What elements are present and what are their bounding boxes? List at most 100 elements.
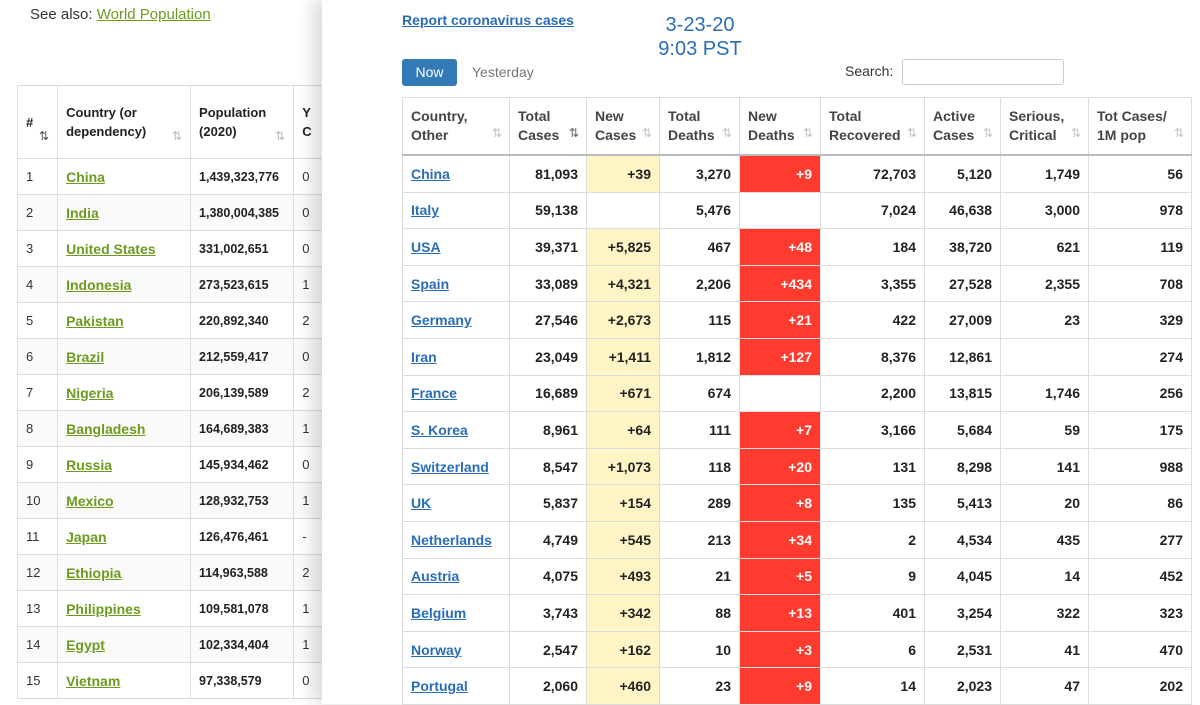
- sort-icon[interactable]: ⇅: [721, 126, 732, 140]
- country-link[interactable]: USA: [411, 238, 441, 255]
- country-link[interactable]: Egypt: [66, 636, 105, 653]
- country-cell: Indonesia: [57, 266, 192, 303]
- col-header-active-cases[interactable]: Active Cases ⇅: [924, 97, 1001, 156]
- col-header-total-cases[interactable]: Total Cases ⇅: [509, 97, 587, 156]
- table-row: 13 Philippines 109,581,078 1: [16, 590, 330, 627]
- country-link[interactable]: Iran: [411, 348, 437, 365]
- rank-cell: 1: [16, 158, 59, 195]
- report-cases-link[interactable]: Report coronavirus cases: [402, 12, 574, 28]
- country-link[interactable]: UK: [411, 495, 432, 512]
- population-cell: 273,523,615: [190, 266, 295, 303]
- sort-icon[interactable]: ⇅: [275, 129, 286, 143]
- new-cases-cell: +2,673: [586, 301, 660, 339]
- cases-per-million-cell: 470: [1088, 630, 1192, 669]
- col-header-population[interactable]: Population (2020) ⇅: [190, 85, 295, 159]
- tab-yesterday[interactable]: Yesterday: [472, 64, 534, 80]
- country-cell: Russia: [57, 446, 192, 483]
- population-cell: 102,334,404: [190, 626, 295, 663]
- country-link[interactable]: United States: [66, 240, 156, 257]
- sort-icon[interactable]: ⇅: [906, 126, 917, 140]
- country-link[interactable]: Switzerland: [411, 458, 489, 475]
- col-header-cases-per-million[interactable]: Tot Cases/ 1M pop ⇅: [1088, 97, 1192, 156]
- table-row: 7 Nigeria 206,139,589 2: [16, 374, 330, 411]
- sort-icon[interactable]: ⇅: [1070, 126, 1081, 140]
- country-link[interactable]: Mexico: [66, 492, 114, 509]
- new-cases-cell: +1,411: [586, 337, 660, 376]
- total-cases-cell: 2,060: [509, 667, 587, 705]
- country-link[interactable]: Netherlands: [411, 531, 492, 548]
- see-also-label: See also:: [30, 6, 93, 23]
- col-header-new-deaths[interactable]: New Deaths ⇅: [739, 97, 821, 156]
- new-cases-cell: [586, 191, 660, 230]
- country-link[interactable]: Pakistan: [66, 312, 124, 329]
- country-link[interactable]: Russia: [66, 456, 112, 473]
- country-cell: Mexico: [57, 482, 192, 519]
- country-link[interactable]: Japan: [66, 528, 107, 545]
- sort-ascending-icon[interactable]: ⇅: [39, 129, 50, 143]
- country-link[interactable]: Brazil: [66, 348, 105, 365]
- country-link[interactable]: Bangladesh: [66, 420, 146, 437]
- search-input[interactable]: [902, 59, 1064, 85]
- country-link[interactable]: Norway: [411, 641, 462, 658]
- country-link[interactable]: China: [66, 168, 105, 185]
- country-link[interactable]: S. Korea: [411, 421, 468, 438]
- country-cell: France: [402, 374, 510, 413]
- country-link[interactable]: Indonesia: [66, 276, 132, 293]
- col-header-total-recovered[interactable]: Total Recovered ⇅: [820, 97, 925, 156]
- country-link[interactable]: Germany: [411, 312, 472, 329]
- sort-icon[interactable]: ⇅: [171, 129, 183, 143]
- population-cell: 114,963,588: [190, 554, 295, 591]
- table-header-row: Country, Other ⇅ Total Cases ⇅ New Cases ⇅ Tot…: [402, 97, 1192, 156]
- country-link[interactable]: Italy: [411, 202, 440, 219]
- population-cell: 212,559,417: [190, 338, 295, 375]
- total-cases-cell: 8,961: [509, 411, 587, 449]
- country-cell: United States: [57, 230, 192, 267]
- country-link[interactable]: Nigeria: [66, 384, 114, 401]
- col-header-country[interactable]: Country (or dependency) ⇅: [57, 85, 192, 159]
- table-row: 10 Mexico 128,932,753 1: [16, 482, 330, 519]
- total-deaths-cell: 5,476: [659, 191, 740, 230]
- country-link[interactable]: Ethiopia: [66, 564, 122, 581]
- country-link[interactable]: Spain: [411, 275, 450, 292]
- total-recovered-cell: 131: [820, 447, 925, 486]
- country-link[interactable]: Philippines: [66, 600, 141, 617]
- country-cell: Japan: [57, 518, 192, 555]
- country-cell: Philippines: [57, 590, 192, 627]
- new-deaths-cell: +48: [739, 228, 821, 266]
- new-cases-cell: +460: [586, 667, 660, 705]
- col-header-rank[interactable]: # ⇅: [16, 85, 59, 159]
- country-link[interactable]: India: [66, 204, 99, 221]
- sort-icon[interactable]: ⇅: [491, 126, 502, 140]
- rank-cell: 4: [16, 266, 59, 303]
- tab-now[interactable]: Now: [402, 59, 457, 86]
- see-also-line: See also: World Population: [30, 6, 211, 23]
- table-row: 3 United States 331,002,651 0: [16, 230, 330, 267]
- population-cell: 109,581,078: [190, 590, 295, 627]
- sort-icon[interactable]: ⇅: [802, 126, 813, 140]
- country-link[interactable]: Vietnam: [66, 672, 121, 689]
- rank-cell: 9: [16, 446, 59, 483]
- table-row: UK 5,837 +154 289 +8 135 5,413 20 86: [402, 484, 1192, 522]
- col-header-new-cases[interactable]: New Cases ⇅: [586, 97, 660, 156]
- country-link[interactable]: China: [411, 165, 450, 182]
- new-cases-cell: +671: [586, 374, 660, 413]
- sort-icon[interactable]: ⇅: [641, 126, 652, 140]
- sort-icon[interactable]: ⇅: [982, 126, 993, 140]
- rank-cell: 11: [16, 518, 59, 555]
- country-link[interactable]: Austria: [411, 568, 460, 585]
- table-row: Austria 4,075 +493 21 +5 9 4,045 14 452: [402, 557, 1192, 596]
- population-cell: 220,892,340: [190, 302, 295, 339]
- col-header-country[interactable]: Country, Other ⇅: [402, 97, 510, 156]
- total-deaths-cell: 674: [659, 374, 740, 413]
- sort-descending-icon[interactable]: ⇅: [568, 126, 579, 140]
- col-header-label: Total Deaths: [668, 108, 715, 143]
- country-link[interactable]: Belgium: [411, 604, 467, 621]
- col-header-total-deaths[interactable]: Total Deaths ⇅: [659, 97, 740, 156]
- sort-icon[interactable]: ⇅: [1173, 126, 1184, 140]
- world-population-link[interactable]: World Population: [96, 6, 211, 23]
- country-link[interactable]: France: [411, 385, 457, 402]
- country-link[interactable]: Portugal: [411, 678, 468, 695]
- table-row: Norway 2,547 +162 10 +3 6 2,531 41 470: [402, 630, 1192, 669]
- new-cases-cell: +154: [586, 484, 660, 522]
- col-header-serious-critical[interactable]: Serious, Critical ⇅: [1000, 97, 1089, 156]
